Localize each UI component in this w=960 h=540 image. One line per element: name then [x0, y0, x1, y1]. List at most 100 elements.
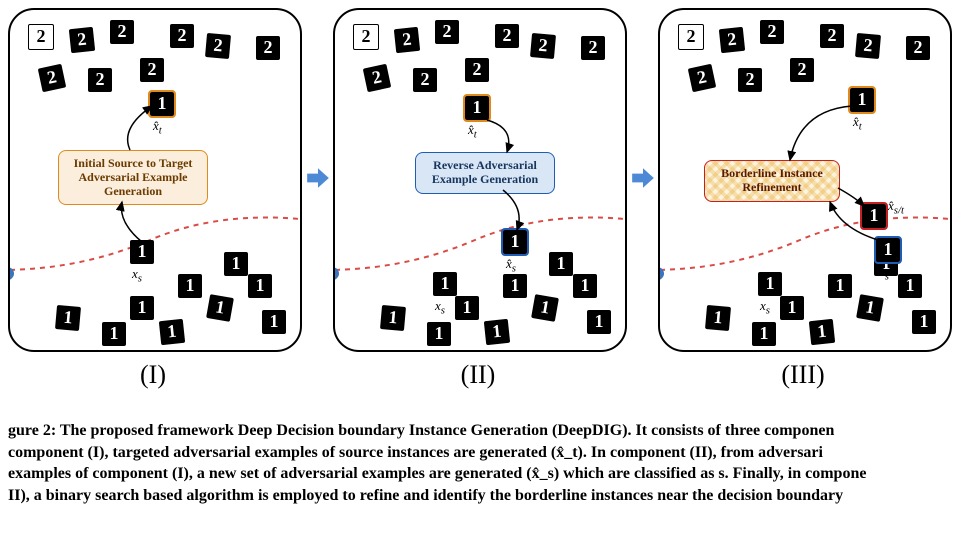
arrow-II-to-III: [630, 8, 656, 348]
panel-I-label: (I): [8, 360, 298, 390]
digit-2: 2: [256, 36, 280, 60]
class-labels-ts: ts: [8, 241, 21, 295]
digit-1: 1: [752, 322, 776, 346]
digit-2: 2: [581, 36, 605, 60]
digit-1: 1: [130, 296, 154, 320]
digit-2: 2: [413, 68, 437, 92]
digit-1: 1: [587, 310, 611, 334]
panel-II-label: (II): [333, 360, 623, 390]
digit-2: 2: [110, 20, 134, 44]
panel-II-wrap: ts 2 2 2 2 2 2 2 2 2 1 1 1 1 1 1 1 1 1 1…: [333, 8, 627, 388]
digit-1: 1: [55, 305, 81, 331]
stage-box-II: Reverse AdversarialExample Generation: [415, 152, 555, 194]
digit-2: 2: [88, 68, 112, 92]
xhat-s-label: x̂s: [506, 256, 516, 275]
stage-box-I: Initial Source to TargetAdversarial Exam…: [58, 150, 208, 205]
digit-1: 1: [484, 319, 510, 345]
digit-2: 2: [719, 27, 745, 53]
panel-III-label: (III): [658, 360, 948, 390]
digit-2: 2: [790, 58, 814, 82]
digit-2: 2: [495, 24, 519, 48]
panel-I-wrap: ts 2 2 2 2 2 2 2 2 2 1 1 1 1 1 1 1 1 1 1…: [8, 8, 302, 388]
digit-2: 2: [394, 27, 420, 53]
label-s: s: [333, 242, 346, 292]
label-s: s: [658, 242, 671, 292]
digit-1: 1: [248, 274, 272, 298]
digit-2: 2: [688, 64, 716, 92]
xs-instance: 1: [758, 272, 782, 296]
digit-1: 1: [224, 252, 248, 276]
digit-1: 1: [705, 305, 731, 331]
digit-1: 1: [380, 305, 406, 331]
digit-1: 1: [427, 322, 451, 346]
digit-2: 2: [205, 33, 231, 59]
digit-1: 1: [206, 294, 234, 322]
digit-1: 1: [455, 296, 479, 320]
xhat-t-instance: 1: [850, 88, 874, 112]
label-t: t: [8, 256, 10, 292]
label-s: s: [8, 242, 21, 292]
digit-2: 2: [465, 58, 489, 82]
digit-2: 2: [906, 36, 930, 60]
class-labels-ts: ts: [658, 241, 671, 295]
caption-line: component (I), targeted adversarial exam…: [8, 442, 952, 464]
digit-1: 1: [573, 274, 597, 298]
stage-box-III: Borderline InstanceRefinement: [704, 160, 840, 202]
panel-III-wrap: ts 2 2 2 2 2 2 2 2 2 1 1 1 1 1 1 1 1 1 1…: [658, 8, 952, 388]
panels-row: ts 2 2 2 2 2 2 2 2 2 1 1 1 1 1 1 1 1 1 1…: [8, 8, 952, 388]
label-t: t: [333, 256, 335, 292]
digit-1: 1: [503, 274, 527, 298]
digit-2: 2: [38, 64, 66, 92]
xs-instance: 1: [433, 272, 457, 296]
digit-1: 1: [531, 294, 559, 322]
digit-2: 2: [738, 68, 762, 92]
panel-II: ts 2 2 2 2 2 2 2 2 2 1 1 1 1 1 1 1 1 1 1…: [333, 8, 627, 352]
xhat-t-label: x̂t: [468, 122, 477, 141]
digit-2: 2: [363, 64, 391, 92]
digit-1: 1: [159, 319, 185, 345]
digit-1: 1: [102, 322, 126, 346]
digit-2: 2: [28, 24, 54, 50]
xs-label: xs: [132, 266, 142, 285]
xhat-t-label: x̂t: [853, 114, 862, 133]
label-t: t: [658, 256, 660, 292]
digit-1: 1: [856, 294, 884, 322]
arrow-right-icon: [305, 165, 331, 191]
xhat-s-instance: 1: [503, 230, 527, 254]
xhat-s-instance: 1: [876, 238, 900, 262]
digit-2: 2: [678, 24, 704, 50]
xs-instance: 1: [130, 240, 154, 264]
class-labels-ts: ts: [333, 241, 346, 295]
panel-III: ts 2 2 2 2 2 2 2 2 2 1 1 1 1 1 1 1 1 1 1…: [658, 8, 952, 352]
caption-line: gure 2: The proposed framework Deep Deci…: [8, 420, 952, 442]
xhat-s-label: x̂s: [879, 264, 889, 283]
xhat-t-instance: 1: [465, 96, 489, 120]
digit-1: 1: [809, 319, 835, 345]
digit-2: 2: [170, 24, 194, 48]
digit-1: 1: [828, 274, 852, 298]
digit-2: 2: [530, 33, 556, 59]
xhat-t-instance: 1: [150, 92, 174, 116]
digit-1: 1: [549, 252, 573, 276]
digit-1: 1: [912, 310, 936, 334]
digit-2: 2: [855, 33, 881, 59]
arrow-I-to-II: [305, 8, 331, 348]
xs-label: xs: [760, 298, 770, 317]
arrow-right-icon: [630, 165, 656, 191]
panel-I: ts 2 2 2 2 2 2 2 2 2 1 1 1 1 1 1 1 1 1 1…: [8, 8, 302, 352]
xhat-st-instance: 1: [862, 204, 886, 228]
digit-2: 2: [435, 20, 459, 44]
digit-2: 2: [760, 20, 784, 44]
digit-2: 2: [140, 58, 164, 82]
xhat-st-label: x̂s/t: [888, 198, 904, 217]
figure-caption: gure 2: The proposed framework Deep Deci…: [0, 420, 960, 506]
digit-2: 2: [353, 24, 379, 50]
digit-2: 2: [820, 24, 844, 48]
digit-1: 1: [178, 274, 202, 298]
caption-line: examples of component (I), a new set of …: [8, 463, 952, 485]
xs-label: xs: [435, 298, 445, 317]
digit-1: 1: [898, 274, 922, 298]
digit-1: 1: [780, 296, 804, 320]
digit-1: 1: [262, 310, 286, 334]
caption-line: II), a binary search based algorithm is …: [8, 485, 952, 507]
